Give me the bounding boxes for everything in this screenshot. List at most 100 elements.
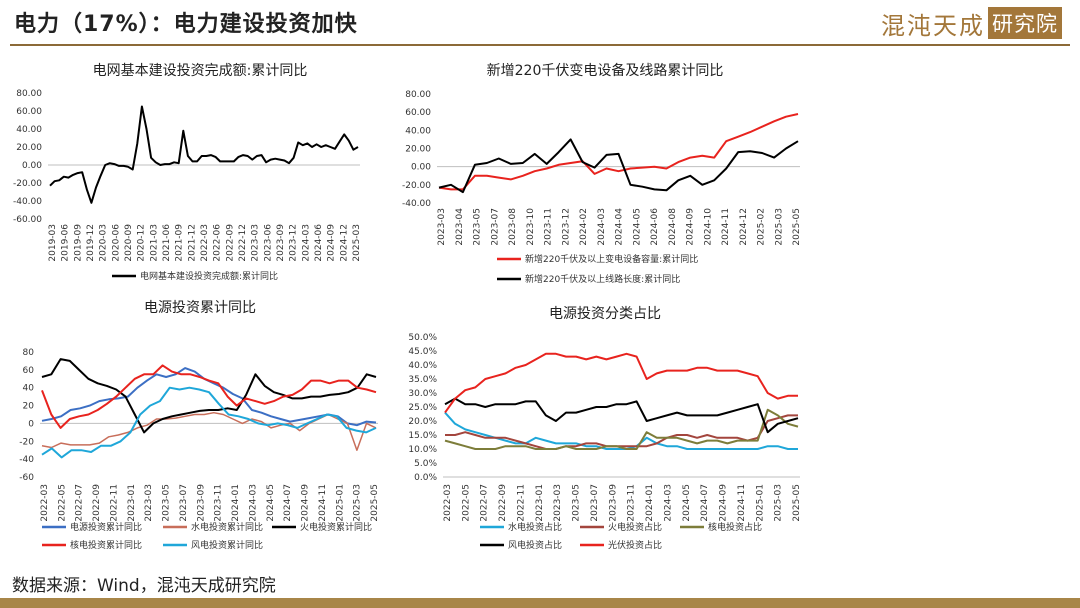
x-tick-label: 2023-05 xyxy=(473,208,483,246)
y-tick-label: 60.00 xyxy=(405,108,431,118)
x-tick-label: 2024-11 xyxy=(721,208,731,246)
y-tick-label: 20.00 xyxy=(405,145,431,155)
y-tick-label: -20.00 xyxy=(402,181,431,191)
x-tick-label: 2022-05 xyxy=(57,484,67,522)
x-tick-label: 2020-03 xyxy=(99,224,109,262)
series-line xyxy=(444,411,798,450)
x-tick-label: 2022-11 xyxy=(109,484,119,522)
x-tick-label: 2024-05 xyxy=(266,484,276,522)
series-line xyxy=(438,138,799,194)
x-tick-label: 2022-03 xyxy=(40,484,50,522)
logo-box-text: 研究院 xyxy=(988,7,1062,39)
chart-title: 电源投资累计同比 xyxy=(144,300,256,316)
x-tick-label: 2019-03 xyxy=(48,224,58,262)
x-tick-label: 2022-07 xyxy=(480,484,490,522)
x-tick-label: 2019-09 xyxy=(73,224,83,262)
series-line xyxy=(41,367,377,427)
legend-label: 火电投资累计同比 xyxy=(300,521,372,533)
series-line xyxy=(444,352,798,414)
x-tick-label: 2024-06 xyxy=(650,208,660,246)
x-tick-label: 2024-01 xyxy=(645,484,655,522)
x-tick-label: 2023-09 xyxy=(276,224,286,262)
x-tick-label: 2024-09 xyxy=(686,208,696,246)
y-tick-label: 80.00 xyxy=(405,90,431,100)
y-tick-label: 60.00 xyxy=(16,107,42,117)
x-tick-label: 2024-03 xyxy=(248,484,258,522)
y-tick-label: 35.0% xyxy=(408,375,437,385)
x-tick-label: 2024-12 xyxy=(739,208,749,246)
series-line xyxy=(49,105,359,204)
legend-label: 火电投资占比 xyxy=(608,521,662,533)
x-tick-label: 2024-06 xyxy=(314,224,324,262)
x-tick-label: 2024-01 xyxy=(231,484,241,522)
chart-title: 新增220千伏变电设备及线路累计同比 xyxy=(487,62,724,79)
footer-bar xyxy=(0,598,1080,608)
x-tick-label: 2024-03 xyxy=(301,224,311,262)
logo-main-text: 混沌天成 xyxy=(881,11,985,40)
x-tick-label: 2025-03 xyxy=(774,208,784,246)
y-tick-label: -40.00 xyxy=(402,199,431,209)
y-tick-label: 80.00 xyxy=(16,89,42,99)
y-tick-label: 0.00 xyxy=(22,161,42,171)
title-divider xyxy=(10,44,1070,46)
chart-title: 电源投资分类占比 xyxy=(549,306,661,322)
x-tick-label: 2022-09 xyxy=(92,484,102,522)
x-tick-label: 2023-01 xyxy=(127,484,137,522)
y-tick-label: 15.0% xyxy=(408,431,437,441)
x-tick-label: 2024-08 xyxy=(668,208,678,246)
legend-label: 风电投资占比 xyxy=(508,539,562,551)
x-tick-label: 2023-05 xyxy=(572,484,582,522)
x-tick-label: 2023-09 xyxy=(608,484,618,522)
x-tick-label: 2023-11 xyxy=(627,484,637,522)
x-tick-label: 2024-09 xyxy=(719,484,729,522)
y-tick-label: -60.00 xyxy=(13,215,42,225)
x-tick-label: 2021-06 xyxy=(162,224,172,262)
y-tick-label: 5.0% xyxy=(414,459,437,469)
x-tick-label: 2024-09 xyxy=(301,484,311,522)
x-tick-label: 2022-03 xyxy=(443,484,453,522)
y-tick-label: 20.00 xyxy=(16,143,42,153)
x-tick-label: 2019-06 xyxy=(61,224,71,262)
x-tick-label: 2025-02 xyxy=(757,208,767,246)
x-tick-label: 2022-11 xyxy=(516,484,526,522)
x-tick-label: 2023-11 xyxy=(544,208,554,246)
series-line xyxy=(41,358,377,434)
brand-logo: 混沌天成 研究院 xyxy=(881,5,1062,41)
y-tick-label: 30.0% xyxy=(408,389,437,399)
x-tick-label: 2025-05 xyxy=(792,208,802,246)
x-tick-label: 2021-09 xyxy=(175,224,185,262)
x-tick-label: 2023-12 xyxy=(561,208,571,246)
y-tick-label: 20 xyxy=(23,402,35,412)
y-tick-label: 20.0% xyxy=(408,417,437,427)
x-tick-label: 2024-03 xyxy=(597,208,607,246)
x-tick-label: 2025-01 xyxy=(335,484,345,522)
y-tick-label: 40.0% xyxy=(408,361,437,371)
x-tick-label: 2023-11 xyxy=(214,484,224,522)
x-tick-label: 2023-06 xyxy=(263,224,273,262)
y-tick-label: -20.00 xyxy=(13,179,42,189)
x-tick-label: 2023-03 xyxy=(437,208,447,246)
x-tick-label: 2024-11 xyxy=(737,484,747,522)
x-tick-label: 2022-12 xyxy=(238,224,248,262)
x-tick-label: 2023-07 xyxy=(590,484,600,522)
legend-label: 电源投资累计同比 xyxy=(70,521,142,533)
x-tick-label: 2023-03 xyxy=(251,224,261,262)
x-tick-label: 2024-07 xyxy=(283,484,293,522)
legend-label: 风电投资累计同比 xyxy=(191,539,263,551)
x-tick-label: 2021-12 xyxy=(187,224,197,262)
x-tick-label: 2023-09 xyxy=(196,484,206,522)
legend-label: 核电投资占比 xyxy=(708,521,762,533)
y-tick-label: 40.00 xyxy=(405,126,431,136)
y-tick-label: 80 xyxy=(23,348,35,358)
y-tick-label: 0.0% xyxy=(414,473,437,483)
x-tick-label: 2023-03 xyxy=(553,484,563,522)
y-tick-label: 60 xyxy=(23,366,35,376)
x-tick-label: 2022-09 xyxy=(498,484,508,522)
x-tick-label: 2025-05 xyxy=(792,484,802,522)
x-tick-label: 2023-10 xyxy=(526,208,536,246)
x-tick-label: 2023-12 xyxy=(289,224,299,262)
x-tick-label: 2025-01 xyxy=(755,484,765,522)
x-tick-label: 2024-07 xyxy=(700,484,710,522)
x-tick-label: 2022-03 xyxy=(200,224,210,262)
x-tick-label: 2024-05 xyxy=(682,484,692,522)
